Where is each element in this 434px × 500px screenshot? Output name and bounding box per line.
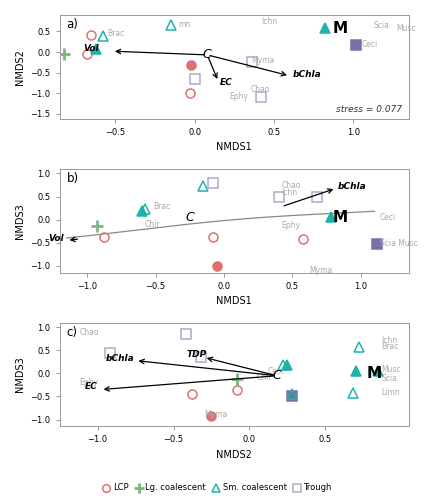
Text: Ceci: Ceci [361, 40, 378, 49]
Text: bChla: bChla [105, 354, 134, 363]
X-axis label: NMDS1: NMDS1 [217, 296, 252, 306]
Text: M: M [333, 20, 348, 36]
Text: Musc: Musc [396, 24, 416, 32]
Text: C: C [185, 211, 194, 224]
Text: b): b) [67, 172, 79, 185]
Text: Brac: Brac [153, 202, 170, 211]
Text: Vol: Vol [84, 44, 99, 53]
Text: C: C [203, 48, 212, 62]
Text: Brac: Brac [107, 29, 125, 38]
Text: Ceci: Ceci [380, 213, 396, 222]
Text: mn: mn [179, 20, 191, 29]
Text: Scia: Scia [381, 374, 398, 382]
X-axis label: NMDS2: NMDS2 [216, 450, 252, 460]
Text: Ichn: Ichn [261, 16, 277, 26]
Text: bChla: bChla [338, 182, 366, 191]
Text: stress = 0.077: stress = 0.077 [336, 106, 402, 114]
Text: Chao: Chao [79, 328, 99, 338]
Text: Chao: Chao [250, 86, 270, 94]
Text: Musc: Musc [381, 366, 401, 374]
Y-axis label: NMDS2: NMDS2 [15, 49, 25, 85]
Text: Chir: Chir [257, 372, 273, 382]
Legend: LCP, Lg. coalescent, Sm. coalescent, Trough: LCP, Lg. coalescent, Sm. coalescent, Tro… [99, 480, 335, 496]
Text: Vol: Vol [48, 234, 64, 244]
Text: C: C [273, 369, 281, 382]
Text: Myma: Myma [204, 410, 227, 420]
Y-axis label: NMDS3: NMDS3 [15, 203, 25, 238]
Text: a): a) [67, 18, 79, 31]
Text: TDP: TDP [187, 350, 207, 358]
Text: Chir: Chir [145, 220, 160, 228]
Text: Ceci: Ceci [268, 366, 284, 376]
Text: Brac: Brac [381, 342, 399, 351]
Text: Ichn: Ichn [282, 188, 298, 198]
Text: Myma: Myma [252, 56, 275, 64]
Text: M: M [366, 366, 381, 381]
Text: Scia: Scia [374, 21, 390, 30]
Y-axis label: NMDS3: NMDS3 [15, 356, 25, 392]
Text: Limn: Limn [381, 388, 400, 398]
Text: bChla: bChla [293, 70, 322, 79]
Text: Chao: Chao [282, 180, 301, 190]
Text: M: M [333, 210, 348, 225]
X-axis label: NMDS1: NMDS1 [217, 142, 252, 152]
Text: Ephy: Ephy [230, 92, 249, 100]
Text: Ephy: Ephy [79, 378, 99, 387]
Text: c): c) [67, 326, 78, 339]
Text: EC: EC [220, 78, 233, 88]
Text: EC: EC [85, 382, 98, 391]
Text: Ephy: Ephy [282, 220, 300, 230]
Text: Ichn: Ichn [381, 336, 398, 345]
Text: Myma: Myma [309, 266, 332, 274]
Text: Scia Musc: Scia Musc [380, 239, 418, 248]
